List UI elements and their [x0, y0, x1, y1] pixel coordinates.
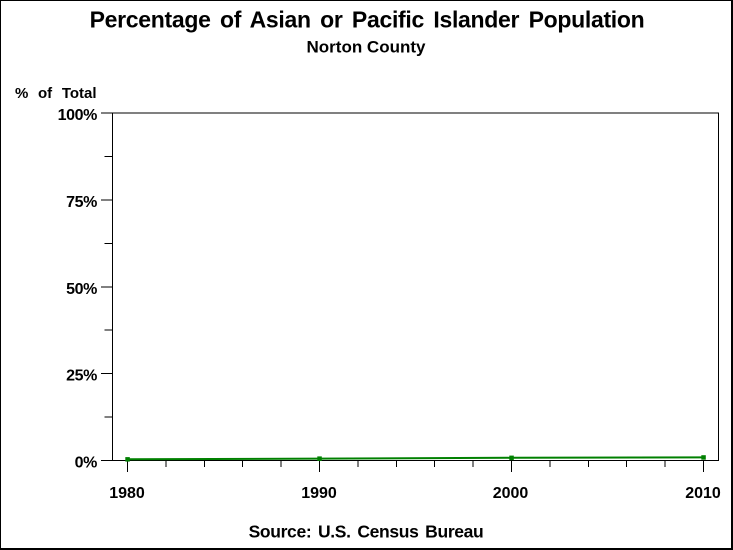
svg-text:2000: 2000 [493, 485, 529, 502]
svg-text:1980: 1980 [109, 485, 145, 502]
svg-text:Norton County: Norton County [307, 37, 427, 56]
svg-text:1990: 1990 [301, 485, 337, 502]
svg-text:75%: 75% [66, 194, 97, 211]
svg-text:50%: 50% [66, 281, 97, 298]
svg-text:2010: 2010 [685, 485, 721, 502]
svg-text:% of Total: % of Total [15, 85, 97, 102]
svg-text:0%: 0% [75, 455, 97, 472]
svg-text:Source: U.S. Census Bureau: Source: U.S. Census Bureau [249, 521, 484, 541]
svg-text:25%: 25% [66, 368, 97, 385]
svg-text:Percentage of Asian or Pacific: Percentage of Asian or Pacific Islander … [90, 7, 645, 33]
svg-text:100%: 100% [58, 107, 97, 124]
